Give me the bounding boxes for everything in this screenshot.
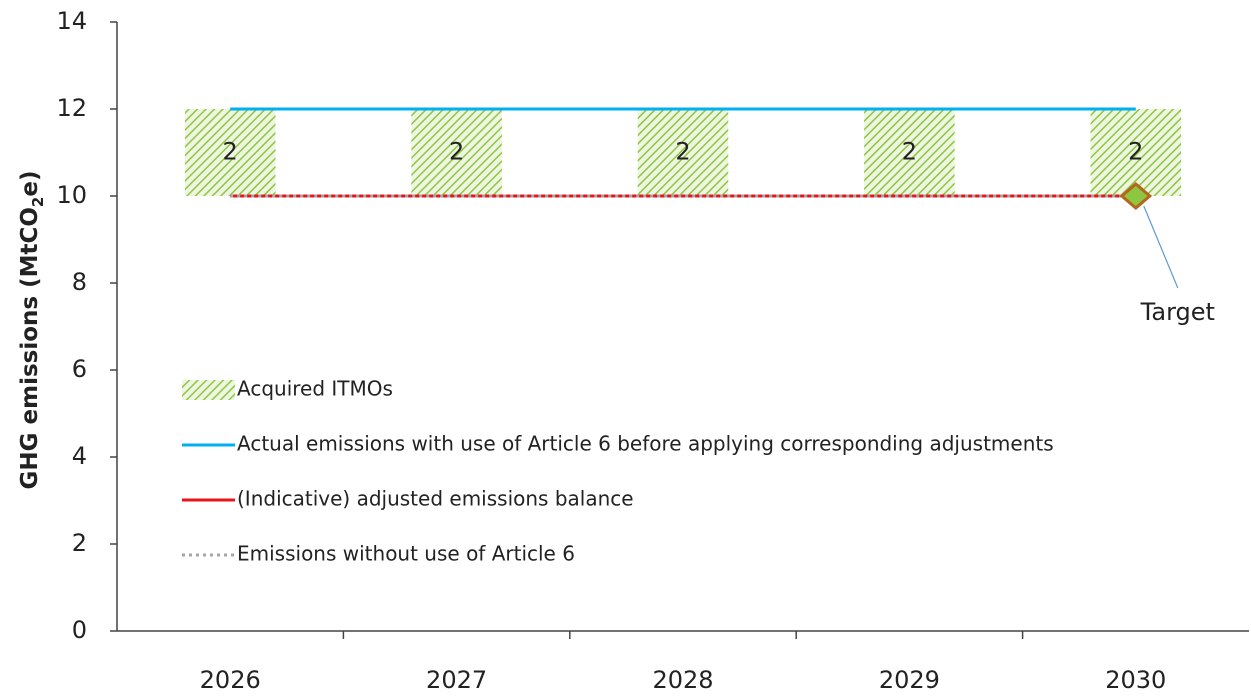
y-tick-label: 12 <box>56 94 87 122</box>
itmo-bar <box>637 109 729 196</box>
x-tick-label: 2029 <box>879 666 940 694</box>
x-tick-label: 2026 <box>200 666 261 694</box>
y-tick-label: 6 <box>72 355 87 383</box>
y-tick-label: 14 <box>56 7 87 35</box>
bar-label: 2 <box>449 138 464 166</box>
bar-label: 2 <box>675 138 690 166</box>
bar-label: 2 <box>223 138 238 166</box>
y-tick-label: 8 <box>72 268 87 296</box>
itmo-bar <box>184 109 276 196</box>
itmo-bar <box>864 109 955 196</box>
target-leader <box>1143 205 1179 289</box>
y-tick-label: 10 <box>56 181 87 209</box>
legend-label: Emissions without use of Article 6 <box>237 542 575 566</box>
x-tick-label: 2027 <box>426 666 487 694</box>
legend-label: Acquired ITMOs <box>237 377 393 401</box>
target-marker <box>1119 182 1153 210</box>
bar-label: 2 <box>902 138 917 166</box>
y-tick-label: 0 <box>72 616 87 644</box>
bar-label: 2 <box>1128 138 1143 166</box>
itmo-bar <box>1090 109 1182 196</box>
y-label-end: e) <box>17 171 43 197</box>
target-label: Target <box>1140 298 1215 326</box>
y-tick-label: 4 <box>72 442 87 470</box>
itmo-bar <box>411 109 502 196</box>
y-label-main: GHG emissions (MtCO <box>17 207 43 489</box>
legend-label: (Indicative) adjusted emissions balance <box>237 487 634 511</box>
x-tick-label: 2028 <box>652 666 713 694</box>
x-tick-label: 2030 <box>1105 666 1166 694</box>
y-axis-label: GHG emissions (MtCO2e) <box>17 171 47 490</box>
legend-swatch <box>182 380 235 400</box>
y-tick-label: 2 <box>72 529 87 557</box>
y-label-sub: 2 <box>29 197 47 207</box>
legend-label: Actual emissions with use of Article 6 b… <box>237 432 1054 456</box>
